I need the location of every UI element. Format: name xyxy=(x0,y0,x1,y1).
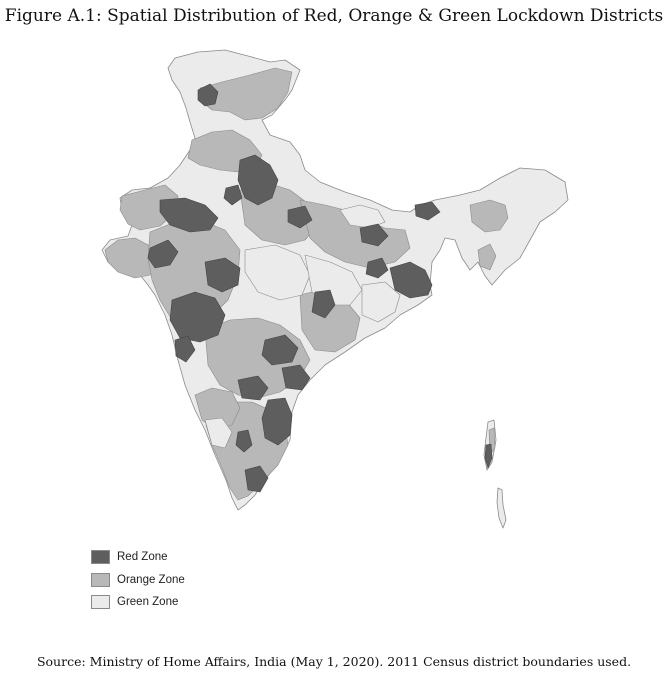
orange-region-assam xyxy=(477,243,497,271)
red-region-bihar xyxy=(414,201,441,221)
figure-title: Figure A.1: Spatial Distribution of Red,… xyxy=(4,6,664,26)
green-region-karnataka xyxy=(204,417,233,449)
red-region-andhra xyxy=(281,364,311,391)
red-region-up xyxy=(287,205,313,229)
red-region-jharkhand xyxy=(365,257,389,279)
legend-label: Green Zone xyxy=(117,596,179,609)
legend-swatch-red xyxy=(91,550,110,565)
red-region-haryana xyxy=(223,184,243,206)
legend-item-green-zone: Green Zone xyxy=(91,591,185,614)
green-region-mp xyxy=(244,244,311,301)
red-region-karnataka xyxy=(237,375,269,401)
orange-region-karnataka xyxy=(194,387,241,431)
red-region-andaman xyxy=(484,443,493,469)
orange-region-north xyxy=(199,67,293,121)
source-note: Source: Ministry of Home Affairs, India … xyxy=(36,654,632,669)
nicobar-islands xyxy=(496,487,507,529)
red-region-odisha xyxy=(311,289,336,319)
legend-item-red-zone: Red Zone xyxy=(91,546,185,569)
red-region-kashmir xyxy=(197,83,219,107)
green-region-bihar xyxy=(339,204,386,229)
red-region-telangana xyxy=(261,334,299,366)
red-region-kolkata xyxy=(389,261,433,299)
legend-item-orange-zone: Orange Zone xyxy=(91,569,185,592)
red-region-gujarat xyxy=(147,239,179,269)
red-region-mp-west xyxy=(204,257,241,293)
red-region-kerala xyxy=(235,429,253,453)
red-region-delhi-ncr xyxy=(237,154,279,206)
green-region-odisha xyxy=(361,281,401,323)
legend-swatch-orange xyxy=(91,572,110,587)
red-region-rajasthan xyxy=(159,197,219,233)
red-region-tamilnadu xyxy=(244,465,269,493)
red-region-chennai xyxy=(261,397,293,446)
orange-region-northeast xyxy=(469,199,509,233)
map-legend: Red Zone Orange Zone Green Zone xyxy=(91,546,185,614)
red-region-mumbai xyxy=(174,335,196,363)
india-district-map xyxy=(101,49,569,529)
red-region-maharashtra xyxy=(169,291,226,343)
legend-swatch-green xyxy=(91,595,110,610)
legend-label: Orange Zone xyxy=(117,573,185,586)
legend-label: Red Zone xyxy=(117,551,168,564)
red-region-up-east xyxy=(359,223,389,247)
